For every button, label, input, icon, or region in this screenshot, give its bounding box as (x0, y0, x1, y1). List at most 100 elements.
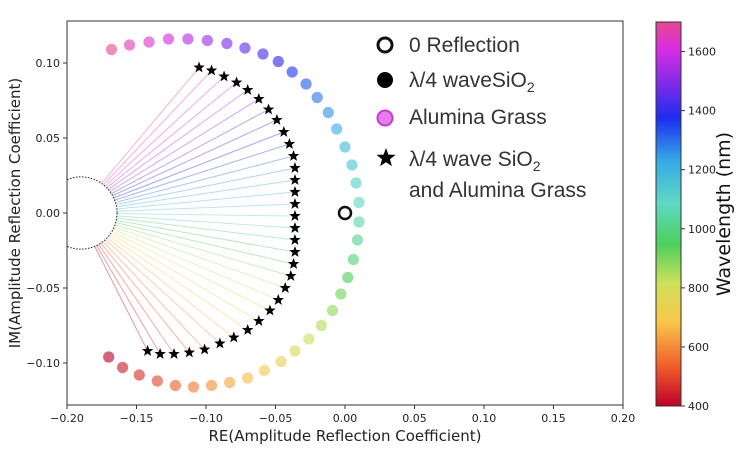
y-axis-title: IM(Amplitude Reflection Coefficient) (6, 78, 24, 349)
alumina-point (258, 364, 270, 377)
x-tick-label: −0.15 (120, 412, 154, 425)
connector-line (93, 245, 149, 352)
legend-combo-marker (376, 148, 396, 167)
star-point (271, 114, 283, 125)
zero-reflection-point (337, 205, 353, 221)
alumina-point (311, 91, 323, 104)
connector-line (107, 109, 269, 196)
alumina-point (351, 234, 364, 246)
alumina-grass-circle (67, 176, 118, 250)
connector-line (102, 76, 225, 189)
alumina-point (331, 123, 343, 135)
star-point (214, 337, 226, 349)
star-point (228, 331, 240, 343)
y-tick-label: −0.05 (26, 282, 60, 295)
legend-alumina-label: Alumina Grass (409, 106, 547, 129)
alumina-point (272, 55, 284, 68)
legend-zero-marker (376, 36, 394, 54)
alumina-point (289, 345, 301, 357)
star-point (289, 246, 301, 257)
alumina-point (103, 351, 115, 363)
colorbar-tick-label: 1000 (688, 223, 716, 236)
star-point (279, 282, 291, 293)
alumina-point (326, 304, 339, 317)
alumina-point (322, 106, 334, 119)
star-point (141, 345, 154, 356)
connector-line (106, 98, 260, 194)
x-tick-label: 0.05 (402, 412, 427, 425)
legend: 0 Reflection λ/4 waveSiO2 Alumina Grass … (376, 34, 586, 202)
connector-line (105, 233, 248, 331)
star-point (289, 162, 301, 173)
connector-line (109, 143, 290, 203)
connector-line (111, 179, 296, 208)
connector-line (111, 215, 295, 229)
connector-line (111, 213, 295, 217)
star-point (289, 210, 301, 221)
alumina-point (286, 66, 298, 78)
x-tick-label: 0.15 (541, 412, 566, 425)
x-tick-label: −0.10 (189, 412, 223, 425)
star-point (289, 234, 301, 245)
connector-line (110, 155, 294, 205)
alumina-point (162, 33, 175, 45)
star-point (283, 138, 296, 149)
colorbar-tick-label: 1200 (688, 164, 716, 177)
alumina-point (187, 381, 200, 393)
colorbar: 400 600 800 1000 1200 1400 1600 Wavelength (nm… (655, 21, 735, 413)
alumina-point (353, 196, 365, 209)
x-tick-label: 0.00 (333, 412, 358, 425)
star-point (289, 198, 301, 209)
star-point (230, 76, 243, 88)
star-point (287, 258, 300, 269)
plot-layer (67, 33, 365, 393)
alumina-point (347, 253, 359, 266)
colorbar-tick-label: 800 (688, 282, 709, 295)
alumina-point (342, 271, 354, 284)
alumina-point (143, 36, 155, 48)
connector-line (111, 203, 295, 212)
y-tick-label: −0.10 (26, 357, 60, 370)
star-point (198, 343, 211, 355)
star-point (289, 186, 301, 197)
star-point (285, 270, 297, 281)
alumina-point (151, 375, 163, 387)
colorbar-axis: 400 600 800 1000 1200 1400 1600 (681, 46, 716, 413)
connector-line (101, 239, 205, 350)
alumina-point (221, 37, 233, 50)
legend-zero-label: 0 Reflection (409, 34, 520, 57)
x-tick-label: −0.05 (259, 412, 293, 425)
connector-line (95, 244, 161, 355)
star-point (272, 294, 284, 305)
connector-line (109, 131, 285, 201)
x-axis-title: RE(Amplitude Reflection Coefficient) (208, 427, 481, 445)
alumina-point (201, 34, 213, 47)
x-tick-label: 0.20 (611, 412, 636, 425)
connector-line (107, 229, 271, 311)
connector-lines (93, 67, 296, 355)
alumina-point (169, 379, 182, 392)
star-point (278, 126, 290, 137)
colorbar-tick-label: 1400 (688, 105, 716, 118)
connector-line (110, 220, 294, 265)
connector-line (99, 241, 190, 353)
connector-line (111, 218, 296, 253)
connector-line (108, 119, 278, 198)
sio2-alumina-series (141, 61, 301, 359)
star-point (289, 174, 301, 185)
alumina-point (117, 361, 129, 374)
connector-line (108, 227, 279, 301)
alumina-point (239, 42, 251, 54)
star-point (287, 150, 300, 161)
y-tick-label: 0.10 (36, 57, 61, 70)
alumina-point (350, 177, 362, 189)
alumina-point (315, 319, 327, 332)
alumina-point (105, 43, 118, 56)
star-point (253, 93, 265, 104)
star-point (183, 346, 196, 358)
legend-combo-label-line1: λ/4 wave SiO2 (409, 148, 541, 174)
connector-line (102, 237, 221, 344)
colorbar-tick-label: 1600 (688, 46, 716, 59)
connector-line (110, 167, 296, 207)
star-point (193, 61, 205, 73)
